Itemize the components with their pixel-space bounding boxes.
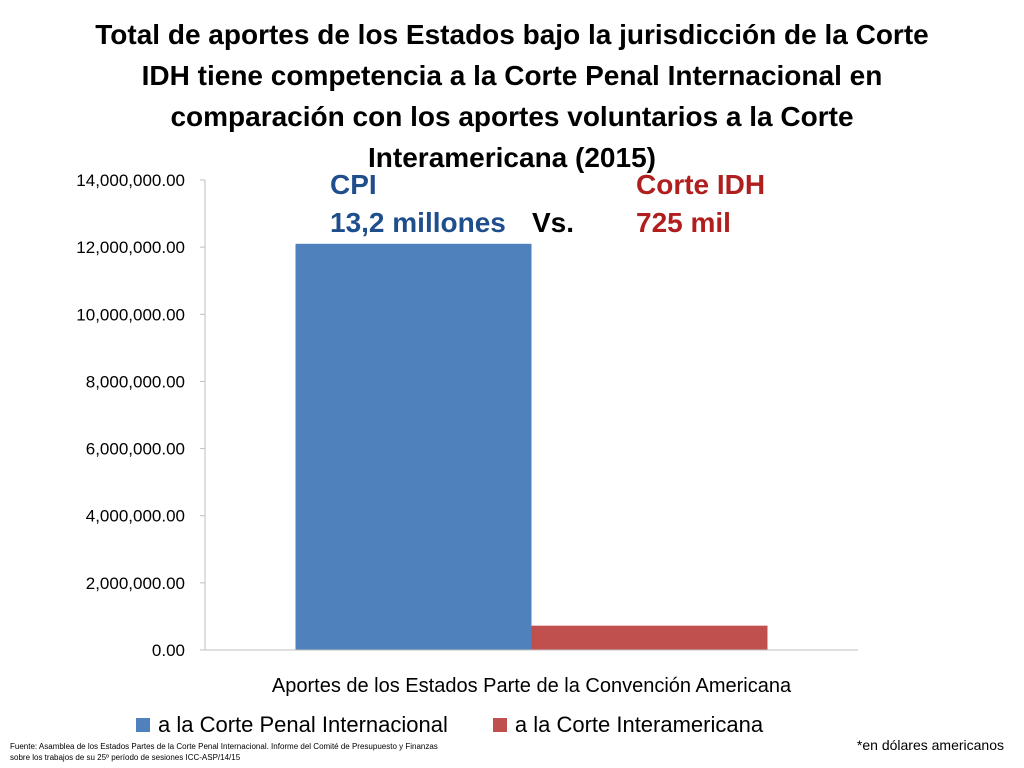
cpi-annotation: CPI 13,2 millones xyxy=(330,166,506,242)
y-tick-label: 8,000,000.00 xyxy=(86,372,185,391)
cpi-name: CPI xyxy=(330,169,377,200)
currency-note: *en dólares americanos xyxy=(856,737,1004,753)
y-tick-label: 4,000,000.00 xyxy=(86,507,185,526)
y-tick-label: 14,000,000.00 xyxy=(76,171,185,190)
y-axis-ticks: 0.00 2,000,000.00 4,000,000.00 6,000,000.00… xyxy=(76,171,205,660)
title-line: comparación con los aportes voluntarios … xyxy=(170,101,854,132)
source-line: Fuente: Asamblea de los Estados Partes d… xyxy=(10,742,438,751)
y-tick-label: 2,000,000.00 xyxy=(86,574,185,593)
legend-item-cpi: a la Corte Penal Internacional xyxy=(136,712,448,738)
legend-label: a la Corte Interamericana xyxy=(514,712,764,737)
bars xyxy=(295,243,768,651)
chart-legend: a la Corte Penal Internacional a la Cort… xyxy=(136,712,808,738)
y-tick-label: 0.00 xyxy=(152,641,185,660)
legend-swatch-blue xyxy=(136,718,150,732)
cpi-value: 13,2 millones xyxy=(330,207,506,238)
chart-title: Total de aportes de los Estados bajo la … xyxy=(70,14,954,178)
title-line: Total de aportes de los Estados bajo la … xyxy=(95,19,929,50)
corte-idh-annotation: Corte IDH 725 mil xyxy=(636,166,765,242)
corte-idh-name: Corte IDH xyxy=(636,169,766,200)
legend-swatch-red xyxy=(492,718,507,732)
bar-corte-idh xyxy=(531,625,768,650)
y-tick-label: 10,000,000.00 xyxy=(76,305,185,324)
vs-label: Vs. xyxy=(532,207,575,238)
y-tick-label: 12,000,000.00 xyxy=(76,238,185,257)
legend-label: a la Corte Penal Internacional xyxy=(158,712,448,737)
title-line: Interamericana (2015) xyxy=(368,142,656,173)
title-line: IDH tiene competencia a la Corte Penal I… xyxy=(141,60,883,91)
source-line: sobre los trabajos de su 25º período de … xyxy=(10,753,241,762)
bar-cpi xyxy=(295,243,532,651)
corte-idh-value: 725 mil xyxy=(636,207,731,238)
legend-item-corte-idh: a la Corte Interamericana xyxy=(492,712,764,738)
source-citation: Fuente: Asamblea de los Estados Partes d… xyxy=(10,741,510,763)
x-axis-label: Aportes de los Estados Parte de la Conve… xyxy=(272,675,792,697)
y-tick-label: 6,000,000.00 xyxy=(86,440,185,459)
